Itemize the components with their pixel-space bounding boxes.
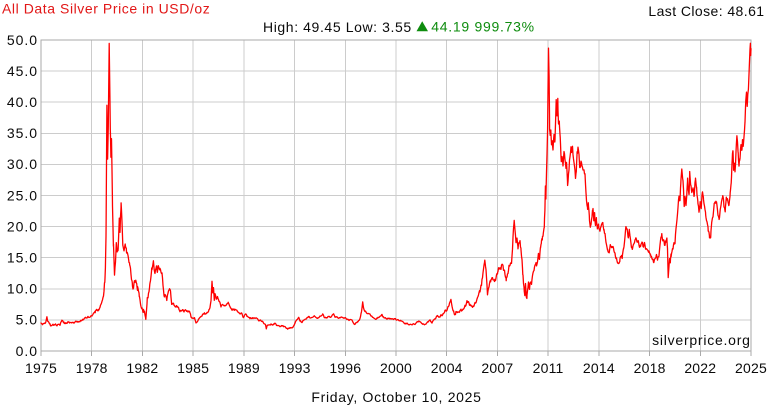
svg-text:20.0: 20.0 (7, 218, 38, 234)
svg-text:1993: 1993 (279, 360, 311, 376)
svg-text:Friday, October 10, 2025: Friday, October 10, 2025 (311, 389, 481, 405)
svg-text:2000: 2000 (380, 360, 412, 376)
svg-text:0.0: 0.0 (16, 343, 38, 359)
svg-text:High: 49.45 Low: 3.55: High: 49.45 Low: 3.55 (263, 19, 412, 35)
svg-text:44.19 999.73%: 44.19 999.73% (431, 19, 535, 35)
svg-text:10.0: 10.0 (7, 281, 38, 297)
svg-text:silverprice.org: silverprice.org (652, 332, 751, 348)
svg-text:50.0: 50.0 (7, 32, 38, 48)
svg-text:1989: 1989 (228, 360, 260, 376)
svg-text:2007: 2007 (481, 360, 513, 376)
svg-text:1985: 1985 (177, 360, 209, 376)
svg-text:35.0: 35.0 (7, 125, 38, 141)
svg-text:45.0: 45.0 (7, 63, 38, 79)
svg-text:2014: 2014 (583, 360, 615, 376)
svg-text:2018: 2018 (634, 360, 666, 376)
svg-text:25.0: 25.0 (7, 187, 38, 203)
svg-text:Last Close: 48.61: Last Close: 48.61 (648, 3, 764, 19)
svg-text:5.0: 5.0 (16, 312, 38, 328)
svg-text:2004: 2004 (431, 360, 463, 376)
svg-text:2022: 2022 (684, 360, 716, 376)
svg-text:1978: 1978 (76, 360, 108, 376)
svg-text:1982: 1982 (126, 360, 158, 376)
svg-text:2025: 2025 (735, 360, 767, 376)
svg-text:30.0: 30.0 (7, 156, 38, 172)
svg-text:40.0: 40.0 (7, 94, 38, 110)
svg-text:1975: 1975 (25, 360, 57, 376)
svg-text:All Data Silver Price in USD/o: All Data Silver Price in USD/oz (2, 0, 210, 16)
svg-text:2011: 2011 (533, 360, 564, 376)
svg-text:15.0: 15.0 (7, 250, 38, 266)
svg-text:1996: 1996 (329, 360, 361, 376)
